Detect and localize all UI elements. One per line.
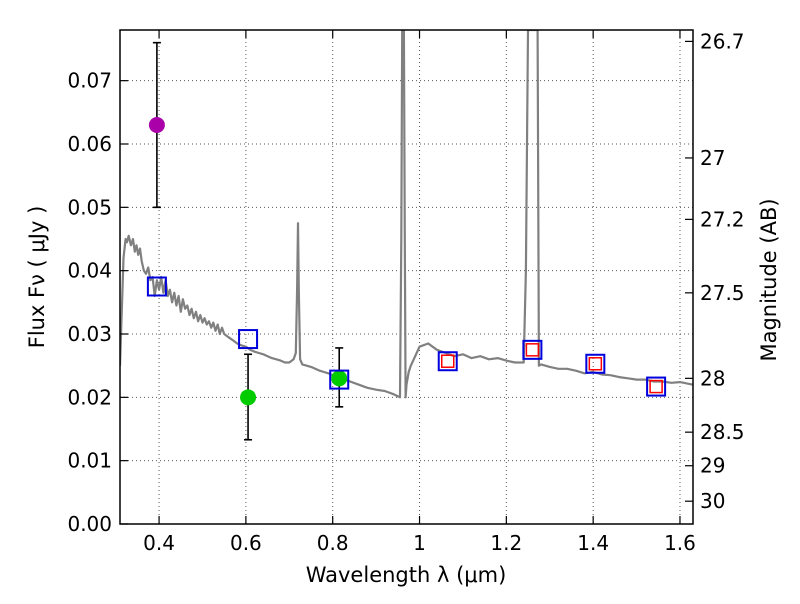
mag-tick-label: 28.5 [700,420,745,444]
x-tick-label: 1.2 [490,531,522,555]
mag-tick-label: 27 [700,146,725,170]
model-square [238,329,259,350]
mag-tick-label: 29 [700,454,725,478]
x-tick-label: 0.4 [143,531,175,555]
x-tick-label: 0.8 [317,531,349,555]
x-tick-label: 1.4 [577,531,609,555]
x-tick-label: 0.6 [230,531,262,555]
observed-point [240,389,257,406]
mag-tick-label: 27.5 [700,281,745,305]
model-square [437,351,458,372]
y-tick-label: 0.02 [67,385,112,409]
model-square-inner [525,343,540,357]
y-tick-label: 0.04 [67,259,112,283]
mag-tick-label: 26.7 [700,29,745,53]
grid [120,30,693,525]
model-square-inner [440,354,455,368]
model-square [522,339,543,360]
y-tick-label: 0.06 [67,132,112,156]
y-axis-label: Flux Fν ( μJy ) [25,206,49,349]
y-tick-label: 0.00 [67,512,112,536]
y-tick-label: 0.07 [67,69,112,93]
plot-area [120,30,693,441]
x-axis-label: Wavelength λ (μm) [306,563,507,587]
mag-tick-label: 30 [700,489,725,513]
model-square [646,376,667,397]
model-square-inner [649,379,663,394]
model-square [585,353,606,374]
template-spectrum-line [120,30,693,399]
observed-point [331,370,348,387]
y-tick-label: 0.03 [67,322,112,346]
x-tick-label: 1.6 [664,531,696,555]
model-square [146,276,167,297]
model-square [329,369,350,390]
y2-axis-label: Magnitude (AB) [757,198,781,361]
x-tick-label: 1 [413,531,426,555]
y-tick-label: 0.05 [67,195,112,219]
plot-frame [119,29,694,525]
model-square-inner [588,357,603,371]
mag-tick-label: 27.2 [700,207,745,231]
mag-tick-label: 28 [700,366,725,390]
observed-u-point [148,117,165,133]
axis-ticks: 0.4 0.6 0.8 1 1.2 1.4 1.6 0.00 0.01 0.02 0.03 0.04 0… [67,29,744,555]
y-tick-label: 0.01 [67,449,112,473]
